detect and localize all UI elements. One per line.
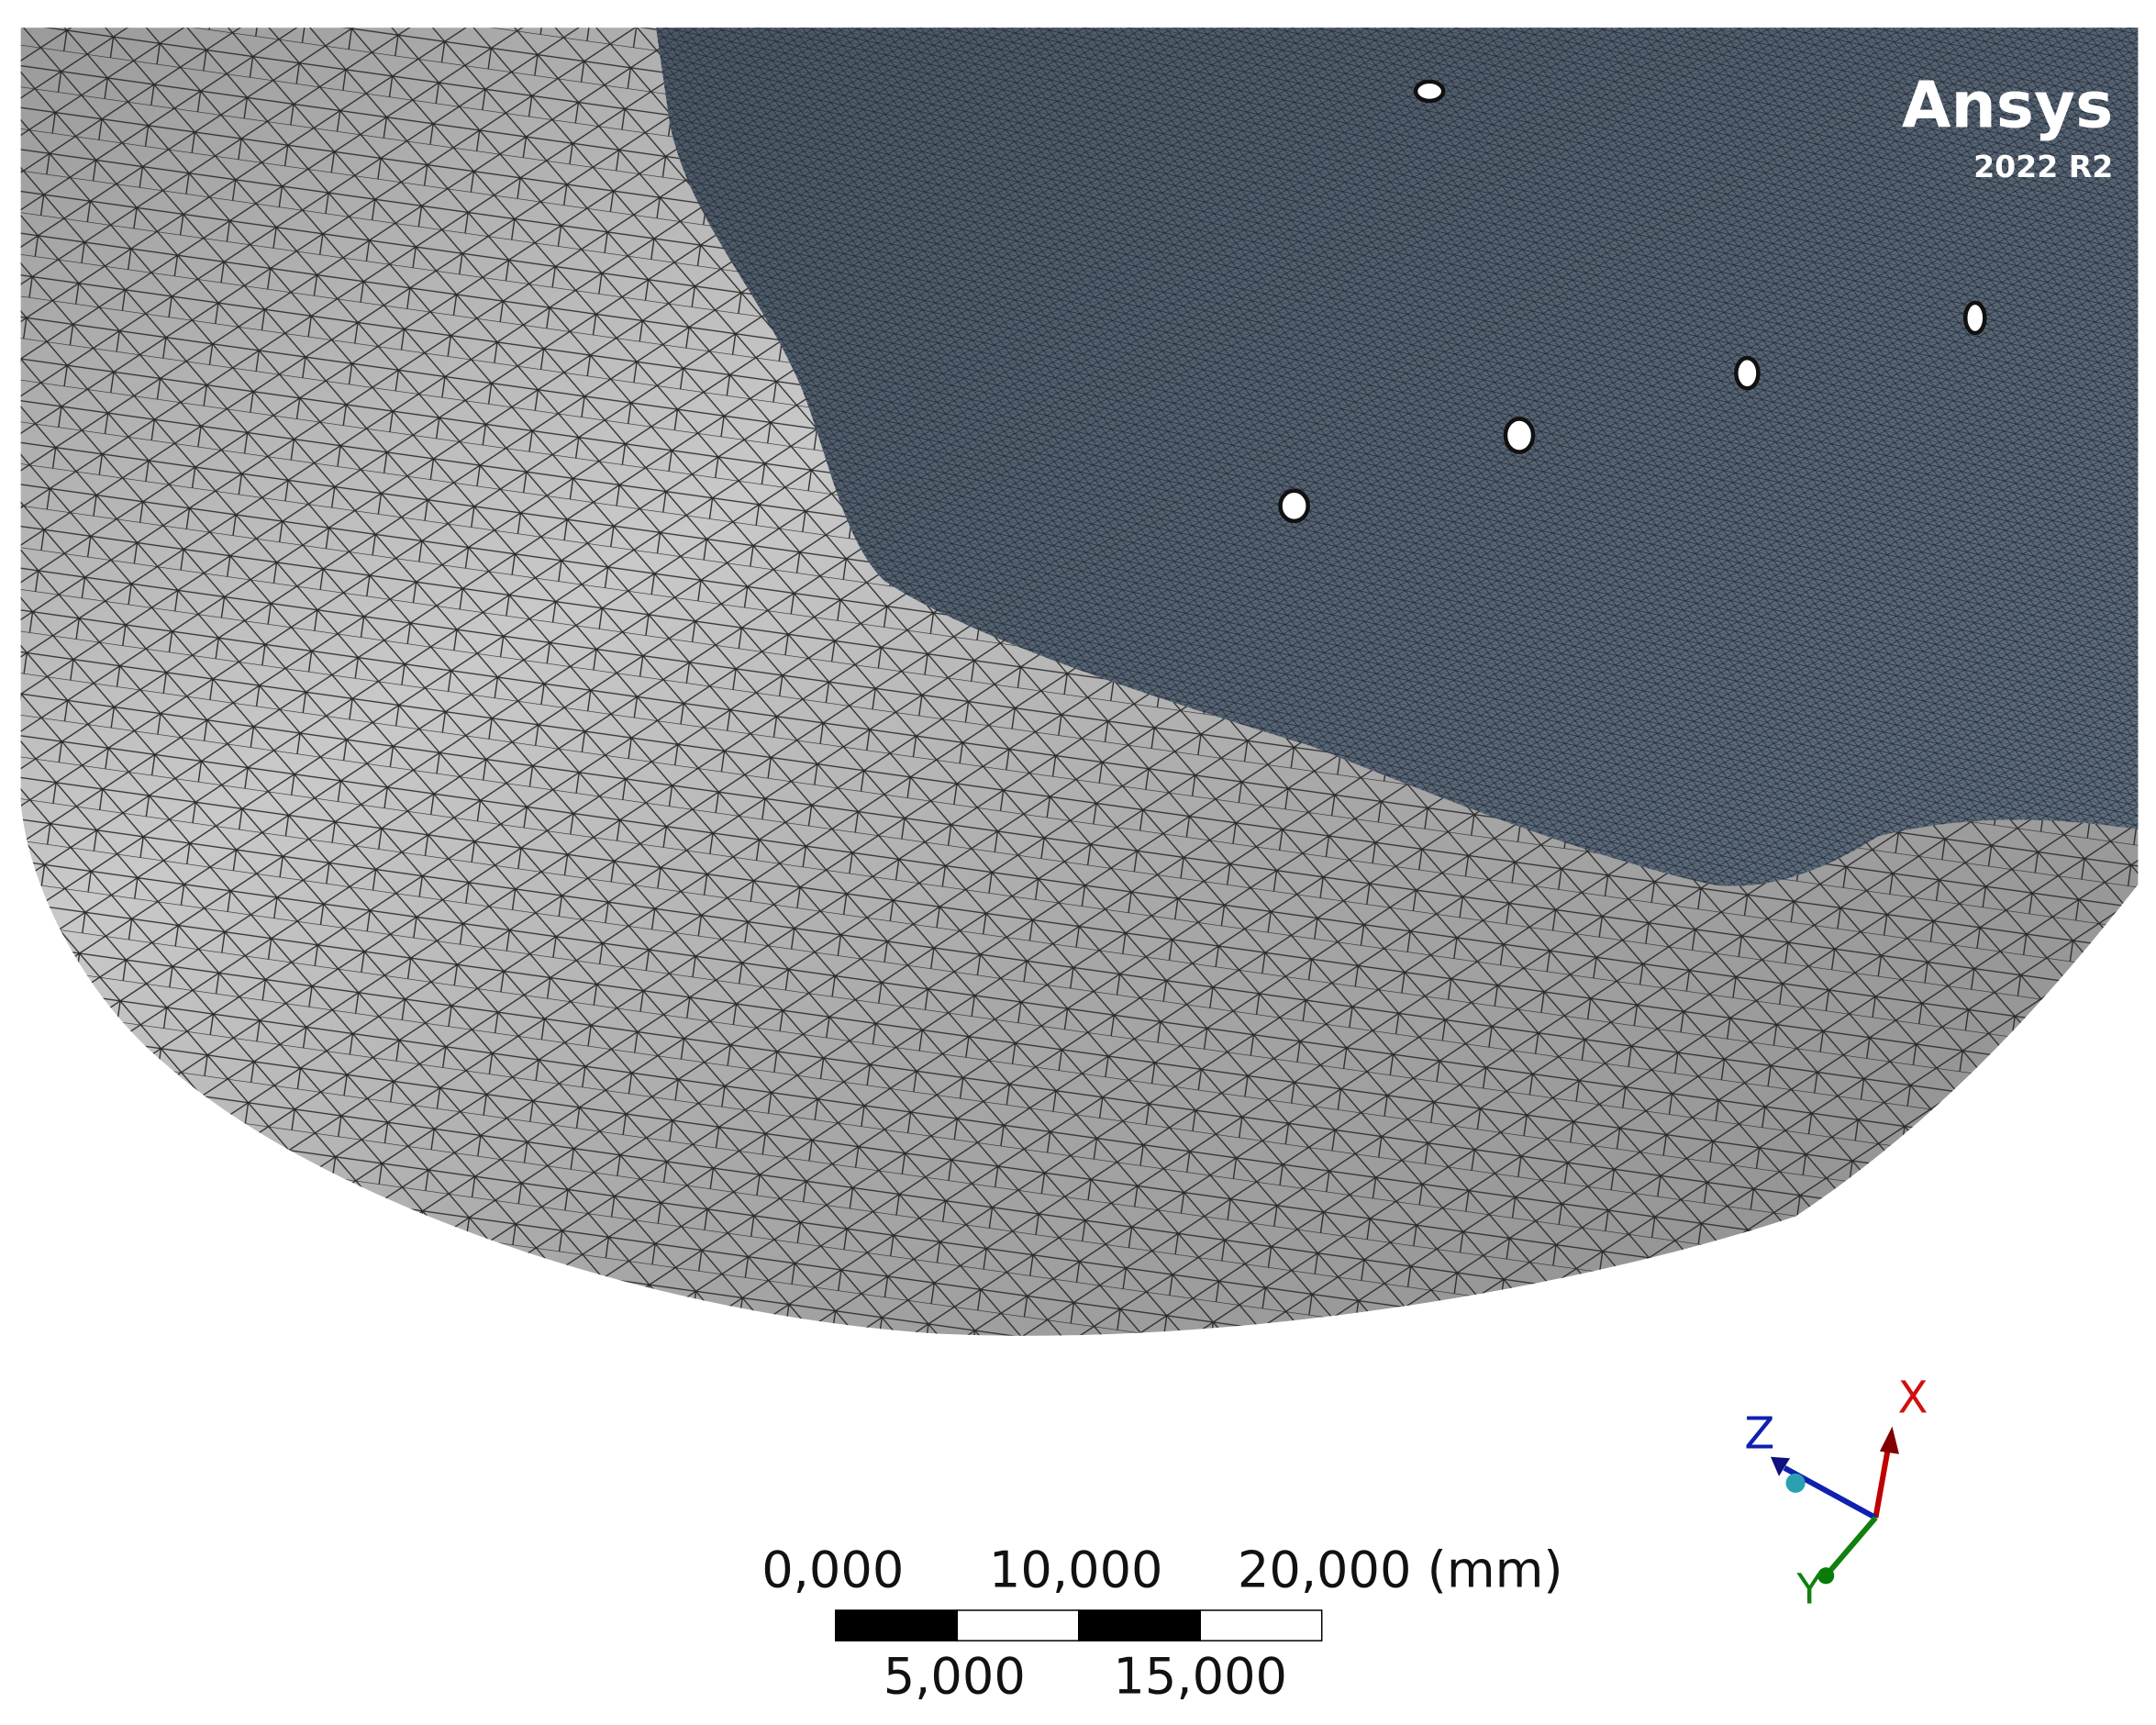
z-marker — [1785, 1473, 1806, 1493]
scale-label: 5,000 — [884, 1647, 1026, 1705]
scale-segment — [1078, 1609, 1201, 1642]
scale-segment — [835, 1609, 959, 1642]
logo-version: 2022 R2 — [1973, 149, 2113, 184]
hole — [1503, 417, 1536, 454]
scale-segment — [1199, 1609, 1323, 1642]
scale-label: 15,000 — [1113, 1647, 1287, 1705]
inner-mesh-lines — [656, 28, 2139, 886]
x-arrowhead — [1879, 1426, 1899, 1454]
mesh-model — [20, 28, 2139, 1336]
hole — [1278, 488, 1310, 524]
hole — [1962, 300, 1987, 336]
y-marker — [1817, 1567, 1835, 1585]
scale-label: 20,000 (mm) — [1238, 1541, 1563, 1598]
hole — [1413, 79, 1446, 104]
scale-segment — [956, 1609, 1080, 1642]
z-axis-label: Z — [1744, 1408, 1774, 1460]
y-axis-label: Y — [1795, 1564, 1822, 1613]
logo-brand: Ansys — [1902, 70, 2113, 143]
axis-triad: X Z Y — [1744, 1373, 1928, 1614]
z-arrowhead — [1770, 1456, 1791, 1476]
x-axis-arrow — [1873, 1440, 1893, 1519]
scale-label: 10,000 — [989, 1541, 1163, 1598]
scale-bar: 0,000 10,000 20,000 (mm) 5,000 15,000 — [761, 1541, 1562, 1705]
scale-label: 0,000 — [761, 1541, 904, 1598]
y-axis-arrow — [1823, 1516, 1878, 1578]
x-axis-label: X — [1898, 1373, 1928, 1424]
holes — [1278, 79, 1987, 524]
hole — [1734, 355, 1761, 391]
